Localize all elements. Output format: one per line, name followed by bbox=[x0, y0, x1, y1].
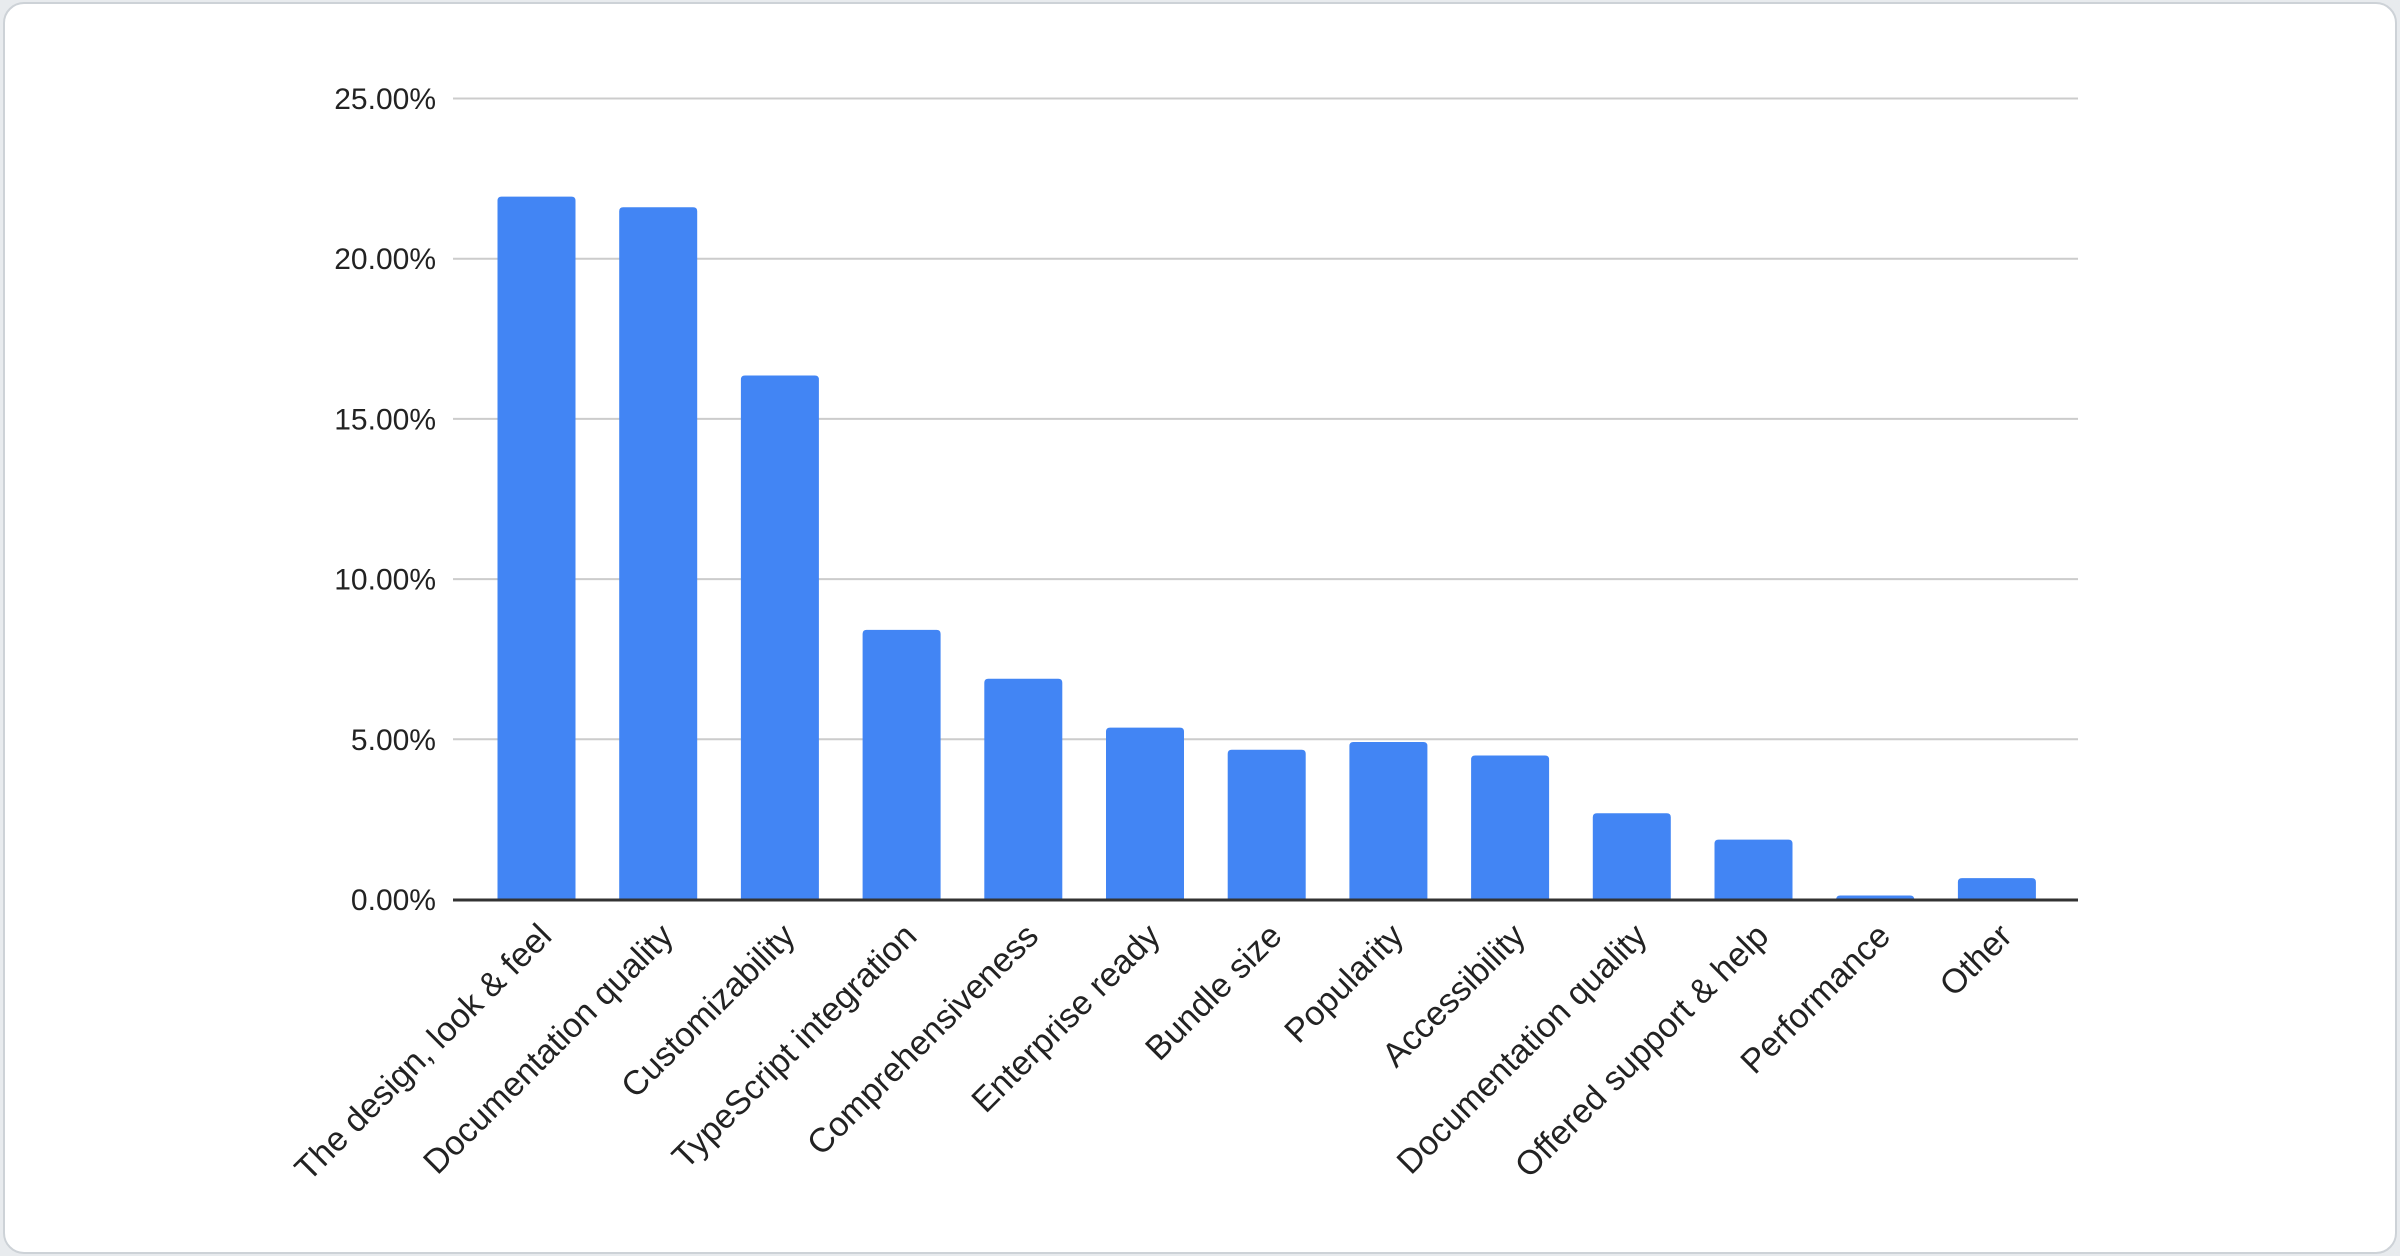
svg-text:25.00%: 25.00% bbox=[334, 83, 436, 116]
svg-text:20.00%: 20.00% bbox=[334, 243, 436, 276]
svg-text:5.00%: 5.00% bbox=[351, 724, 436, 757]
svg-text:10.00%: 10.00% bbox=[334, 564, 436, 597]
svg-text:15.00%: 15.00% bbox=[334, 403, 436, 436]
svg-text:0.00%: 0.00% bbox=[351, 884, 436, 917]
